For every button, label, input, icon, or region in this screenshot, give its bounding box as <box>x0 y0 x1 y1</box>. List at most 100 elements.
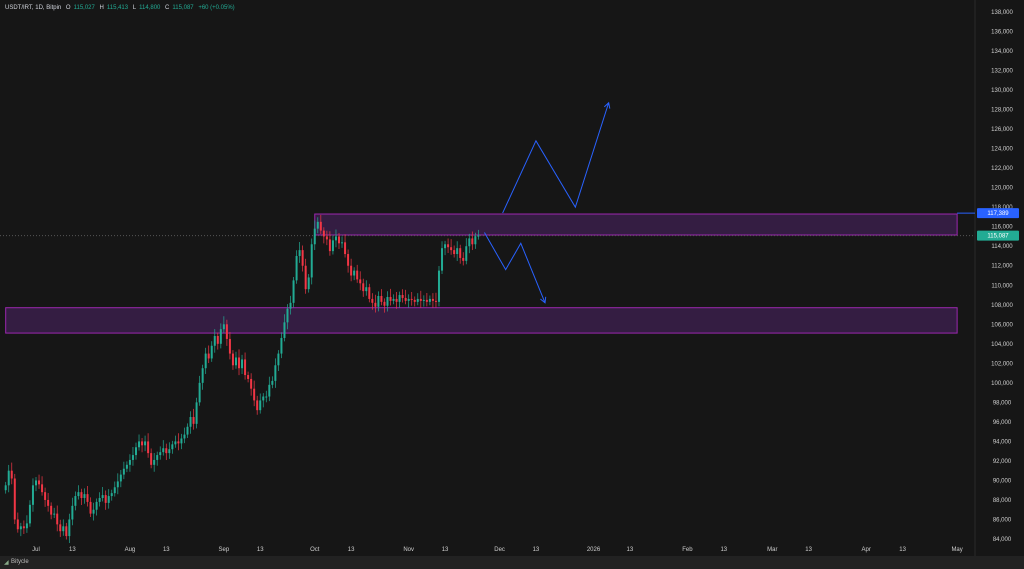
candle-body <box>74 496 77 506</box>
candle-body <box>304 265 307 290</box>
candle-body <box>253 388 256 401</box>
candle-body <box>295 255 298 281</box>
candle-body <box>53 513 56 515</box>
y-tick-label: 88,000 <box>993 498 1012 504</box>
y-tick-label: 102,000 <box>991 361 1013 367</box>
candle-body <box>338 236 340 244</box>
candle-body <box>207 353 210 359</box>
candle-body <box>437 270 440 302</box>
y-tick-label: 98,000 <box>993 400 1012 406</box>
y-tick-label: 114,000 <box>991 244 1013 250</box>
candle-body <box>265 396 268 398</box>
candle-body <box>131 455 134 460</box>
low-label: L <box>132 5 137 11</box>
candle-body <box>101 495 104 499</box>
supply-demand-zone <box>5 307 958 334</box>
candle-body <box>383 301 386 306</box>
y-tick-label: 84,000 <box>993 537 1012 543</box>
candle-body <box>98 498 101 502</box>
candle-body <box>122 468 125 475</box>
candle-body <box>113 487 116 494</box>
x-tick-label: 13 <box>69 547 76 553</box>
open-label: O <box>65 5 71 11</box>
y-tick-label: 86,000 <box>993 517 1012 523</box>
candle-body <box>416 298 419 302</box>
candle-body <box>110 493 113 497</box>
candle-body <box>186 426 189 435</box>
y-tick-label: 96,000 <box>993 420 1012 426</box>
projection-path <box>502 102 610 214</box>
candle-body <box>280 337 283 354</box>
candle-body <box>225 324 228 339</box>
candle-body <box>301 250 304 266</box>
x-tick-label: May <box>951 547 962 553</box>
price-chart[interactable]: 84,000 86,000 88,000 90,000 92,000 94,000 96,0… <box>0 0 1024 556</box>
price-label: 115,087 <box>987 234 1009 240</box>
candle-body <box>80 492 83 499</box>
candle-body <box>171 444 174 450</box>
candle-body <box>241 359 244 369</box>
candle-body <box>256 400 259 411</box>
y-tick-label: 136,000 <box>991 30 1013 36</box>
candle-body <box>125 464 128 469</box>
candle-body <box>13 478 16 520</box>
candle-body <box>283 322 286 338</box>
candle-body <box>234 357 237 366</box>
candle-body <box>319 221 322 231</box>
candle-body <box>86 494 89 502</box>
candle-body <box>71 505 74 520</box>
candle-body <box>468 238 471 247</box>
candle-body <box>444 244 447 249</box>
x-tick-label: 2026 <box>587 547 601 553</box>
x-tick-label: Dec <box>494 547 505 553</box>
ohlc-legend: USDT/IRT, 1D, Bitpin O 115,027 H 115,413 L… <box>5 5 238 11</box>
x-tick-label: 13 <box>533 547 540 553</box>
brand-label: Bitycle <box>11 559 29 565</box>
candle-body <box>7 470 10 486</box>
y-tick-label: 104,000 <box>991 342 1013 348</box>
candle-body <box>359 279 362 284</box>
change-value: +60 (+0.05%) <box>198 5 235 11</box>
candle-body <box>89 501 92 514</box>
candle-body <box>368 287 371 299</box>
candle-body <box>307 277 310 290</box>
candle-body <box>59 524 62 532</box>
candle-body <box>62 526 65 532</box>
low-value: 114,800 <box>139 5 161 11</box>
x-tick-label: Feb <box>682 547 693 553</box>
x-tick-label: 13 <box>627 547 634 553</box>
y-tick-label: 134,000 <box>991 49 1013 55</box>
candle-body <box>216 336 219 344</box>
candle-body <box>159 452 162 456</box>
candle-body <box>341 242 344 244</box>
candle-body <box>344 242 347 255</box>
candle-body <box>377 295 380 307</box>
y-tick-label: 116,000 <box>991 225 1013 231</box>
y-tick-label: 132,000 <box>991 69 1013 75</box>
chart-canvas[interactable]: 84,000 86,000 88,000 90,000 92,000 94,000 96,0… <box>0 0 1024 556</box>
x-tick-label: 13 <box>442 547 449 553</box>
candle-body <box>189 417 192 427</box>
candle-body <box>292 280 295 303</box>
candle-body <box>310 244 313 278</box>
candle-body <box>386 296 389 306</box>
candle-body <box>395 298 398 302</box>
candle-body <box>474 236 477 245</box>
candle-body <box>16 519 19 530</box>
candle-body <box>31 485 34 505</box>
candle-body <box>268 384 271 397</box>
candle-body <box>50 505 53 515</box>
candle-body <box>350 265 353 276</box>
candle-body <box>313 228 316 245</box>
candle-body <box>22 526 25 529</box>
candle-body <box>134 447 137 456</box>
candle-body <box>228 338 231 354</box>
candle-body <box>407 298 410 301</box>
y-tick-label: 128,000 <box>991 108 1013 114</box>
x-tick-label: Apr <box>862 547 871 553</box>
candle-body <box>325 236 328 240</box>
candle-body <box>174 441 177 445</box>
candle-body <box>25 523 28 529</box>
candle-body <box>65 526 68 537</box>
y-tick-label: 112,000 <box>991 264 1013 270</box>
